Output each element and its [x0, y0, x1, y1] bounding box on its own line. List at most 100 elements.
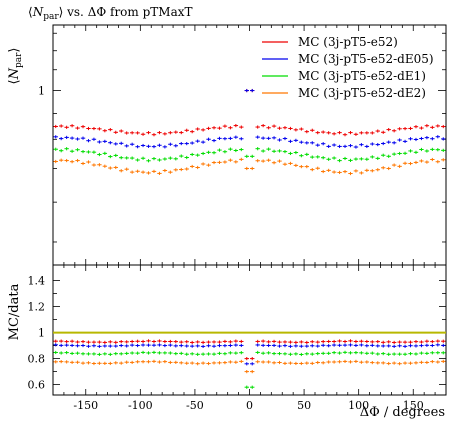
- data-point: [146, 171, 151, 175]
- data-point: [337, 131, 342, 135]
- ratio-point: [255, 350, 260, 355]
- x-tick-label: -150: [73, 399, 98, 412]
- data-point: [353, 145, 359, 149]
- ratio-point: [424, 351, 430, 355]
- data-point: [441, 148, 446, 152]
- ratio-point: [75, 344, 80, 348]
- legend-entry: MC (3j-pT5-e52-dE2): [262, 86, 426, 100]
- ratio-point: [75, 351, 80, 355]
- ratio-point: [58, 351, 64, 355]
- ratio-point: [222, 361, 228, 365]
- data-point: [304, 141, 310, 145]
- ratio-point: [189, 344, 195, 348]
- data-point: [129, 142, 135, 146]
- ratio-point: [140, 350, 146, 355]
- ratio-point: [435, 360, 441, 364]
- data-point: [370, 142, 375, 146]
- data-point: [91, 126, 97, 131]
- data-point: [162, 168, 168, 173]
- data-point: [200, 151, 206, 156]
- data-point: [58, 124, 64, 128]
- ratio-point: [206, 344, 211, 348]
- ratio-point: [310, 352, 315, 356]
- x-tick-label: -50: [186, 399, 204, 412]
- ratio-point: [353, 351, 359, 355]
- ratio-point: [304, 361, 310, 365]
- ratio-point: [233, 343, 239, 347]
- ratio-point: [233, 339, 239, 343]
- data-point: [173, 168, 179, 172]
- data-point: [310, 168, 315, 172]
- data-point: [413, 125, 419, 129]
- ratio-point: [206, 352, 211, 356]
- ratio-point: [179, 361, 184, 365]
- data-point: [250, 88, 255, 93]
- data-point: [331, 143, 337, 147]
- ratio-point: [140, 339, 146, 344]
- ratio-point: [64, 340, 69, 344]
- ratio-point: [119, 352, 124, 356]
- data-point: [217, 136, 222, 140]
- data-point: [211, 126, 217, 130]
- ratio-point: [69, 343, 75, 348]
- data-point: [348, 158, 353, 163]
- data-point: [271, 124, 277, 128]
- ratio-point: [162, 339, 168, 344]
- data-point: [386, 154, 391, 158]
- ratio-point: [102, 352, 108, 356]
- ratio-point: [370, 360, 375, 365]
- data-point: [386, 140, 391, 144]
- ratio-point: [162, 343, 168, 348]
- ratio-point: [64, 350, 69, 355]
- ratio-point: [250, 357, 255, 361]
- ratio-point: [266, 343, 271, 348]
- ratio-point: [326, 339, 331, 344]
- data-point: [91, 150, 97, 154]
- ratio-point: [80, 352, 86, 356]
- data-point: [228, 158, 233, 162]
- data-point: [326, 131, 331, 135]
- data-point: [402, 127, 408, 131]
- ratio-point: [200, 344, 206, 349]
- ratio-point: [129, 343, 135, 347]
- data-point: [222, 137, 228, 141]
- data-point: [108, 154, 113, 159]
- legend-label: MC (3j-pT5-e52-dE05): [298, 52, 434, 66]
- data-point: [364, 144, 370, 149]
- data-point: [86, 139, 91, 143]
- ratio-point: [75, 340, 80, 344]
- data-point: [173, 157, 179, 161]
- data-point: [430, 125, 435, 129]
- data-point: [359, 157, 364, 161]
- ratio-point: [200, 340, 206, 344]
- data-point: [299, 140, 304, 144]
- ratio-point: [233, 360, 239, 364]
- ratio-point: [348, 351, 353, 355]
- data-point: [91, 163, 97, 167]
- data-point: [113, 142, 118, 146]
- ratio-point: [173, 360, 179, 364]
- data-point: [424, 149, 430, 153]
- data-point: [320, 169, 326, 174]
- ratio-point: [80, 340, 86, 344]
- ratio-point: [271, 351, 277, 356]
- ratio-point: [129, 339, 135, 344]
- data-point: [140, 132, 146, 136]
- data-point: [146, 131, 151, 135]
- ratio-point: [299, 361, 304, 366]
- ratio-point: [244, 362, 249, 366]
- data-point: [359, 143, 364, 147]
- ratio-point: [69, 351, 75, 356]
- data-point: [397, 138, 402, 142]
- ratio-point: [102, 340, 108, 345]
- ratio-point: [97, 344, 102, 348]
- data-point: [348, 171, 353, 176]
- data-point: [206, 163, 211, 167]
- data-point: [271, 161, 277, 165]
- data-point: [277, 149, 282, 153]
- ratio-point: [260, 343, 266, 347]
- ratio-point: [206, 340, 211, 344]
- data-point: [75, 148, 80, 152]
- data-point: [310, 128, 315, 132]
- ratio-point: [211, 352, 217, 356]
